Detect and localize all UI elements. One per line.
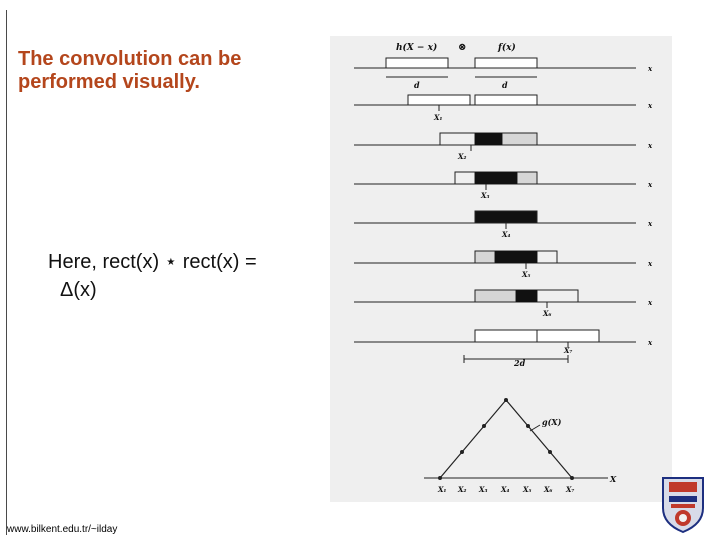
row-0-initial: d d x bbox=[354, 57, 653, 90]
axis-label-row-6: x bbox=[647, 298, 653, 307]
university-crest-icon bbox=[658, 474, 708, 534]
overlap-5 bbox=[495, 251, 537, 263]
bottom-tick-3: X₃ bbox=[478, 485, 488, 494]
header-f-label: f(x) bbox=[497, 42, 516, 53]
axis-label-row-1: x bbox=[647, 101, 653, 110]
axis-label-row-4: x bbox=[647, 219, 653, 228]
axis-label-row-3: x bbox=[647, 180, 653, 189]
shift-label-5: X₅ bbox=[521, 270, 531, 279]
row-6-shift: X₆ x bbox=[354, 289, 653, 318]
bottom-tick-4: X₄ bbox=[500, 485, 510, 494]
bottom-axis-label: X bbox=[609, 474, 617, 484]
header-h-label: h(X − x) bbox=[396, 42, 437, 53]
axis-label-row-0: x bbox=[647, 64, 653, 73]
row-7-shift: X₇ 2d x bbox=[354, 329, 653, 368]
equation-line-1: Here, rect(x) ⋆ rect(x) = bbox=[48, 251, 257, 273]
shift-label-6: X₆ bbox=[542, 309, 552, 318]
overlap-width-label: 2d bbox=[513, 358, 526, 368]
overlap-4 bbox=[474, 210, 538, 224]
width-label-h: d bbox=[414, 80, 420, 90]
overlap-6 bbox=[516, 290, 537, 302]
axis-label-row-7: x bbox=[647, 338, 653, 347]
equation-line-2: Δ(x) bbox=[60, 279, 97, 301]
bottom-tick-1: X₁ bbox=[437, 485, 447, 494]
width-label-f: d bbox=[502, 80, 508, 90]
axis-label-row-2: x bbox=[647, 141, 653, 150]
title-line-1: The convolution can be bbox=[18, 48, 242, 70]
row-2-shift: X₂ x bbox=[354, 132, 653, 161]
overlap-3 bbox=[475, 172, 517, 184]
equation-text: Here, rect(x) ⋆ rect(x) = Δ(x) bbox=[48, 248, 257, 304]
triangle-function bbox=[439, 399, 573, 479]
footer-url: www.bilkent.edu.tr/~ilday bbox=[7, 524, 118, 535]
result-label: g(X) bbox=[542, 417, 562, 427]
header-convolve-symbol: ⊗ bbox=[458, 42, 466, 53]
shift-label-7: X₇ bbox=[563, 346, 573, 355]
row-4-shift: X₄ x bbox=[354, 210, 653, 239]
convolution-figure: h(X − x) ⊗ f(x) d d x X₁ x bbox=[330, 36, 672, 502]
row-5-shift: X₅ x bbox=[354, 250, 653, 279]
convolution-figure-svg: h(X − x) ⊗ f(x) d d x X₁ x bbox=[354, 42, 653, 494]
shift-label-3: X₃ bbox=[480, 191, 490, 200]
result-triangle-plot: g(X) X X₁ X₂ X₃ X₄ X₅ X₆ X₇ bbox=[424, 398, 617, 494]
shift-label-4: X₄ bbox=[501, 230, 511, 239]
slide-title: The convolution can be performed visuall… bbox=[18, 48, 318, 94]
bottom-tick-2: X₂ bbox=[457, 485, 467, 494]
left-border-line bbox=[6, 10, 7, 535]
shift-label-2: X₂ bbox=[457, 152, 467, 161]
bottom-tick-6: X₆ bbox=[543, 485, 553, 494]
row-3-shift: X₃ x bbox=[354, 171, 653, 200]
overlap-2 bbox=[475, 133, 502, 145]
bottom-tick-5: X₅ bbox=[522, 485, 532, 494]
bottom-tick-7: X₇ bbox=[565, 485, 575, 494]
row-1-shift: X₁ x bbox=[354, 94, 653, 122]
title-line-2: performed visually. bbox=[18, 71, 200, 93]
axis-label-row-5: x bbox=[647, 259, 653, 268]
shift-label-1: X₁ bbox=[433, 113, 443, 122]
